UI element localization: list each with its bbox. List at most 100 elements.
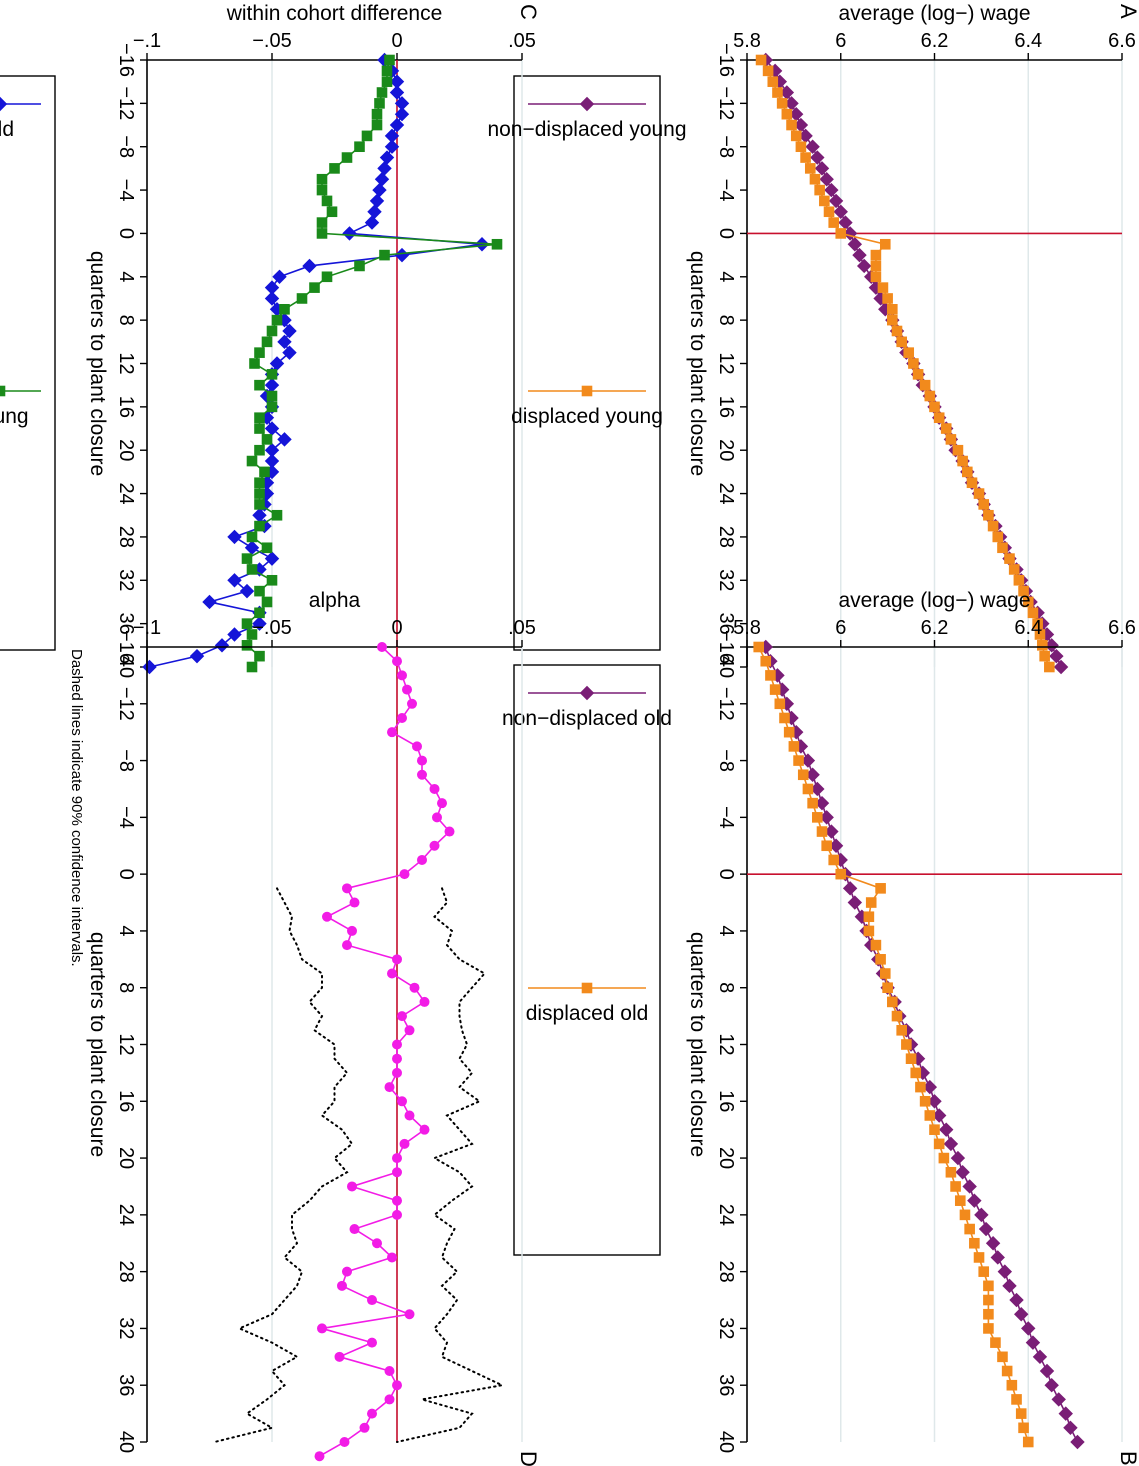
panel-b-series-2-point xyxy=(875,883,886,894)
panel-a-series-2-point xyxy=(887,304,898,315)
panel-c-series-2-point xyxy=(321,195,333,207)
panel-b-series-2-point xyxy=(933,1138,945,1150)
panel-c-series-1-point xyxy=(282,323,297,339)
panel-c-series-2-point xyxy=(246,661,258,673)
panel-b-series-1-point xyxy=(842,881,858,896)
panel-a-series-2-point xyxy=(929,401,940,413)
panel-d-y-tick-label: −.1 xyxy=(133,617,161,639)
panel-b-series-2-point xyxy=(774,698,786,710)
panel-d-series-1-point xyxy=(392,656,402,667)
panel-c-y-tick-label: −.05 xyxy=(252,30,291,52)
panel-b-series-2-point xyxy=(882,982,893,994)
panel-d-series-1-point xyxy=(392,1053,402,1064)
panel-c-series-2-point xyxy=(271,509,283,521)
panel-a-x-tick-label: 16 xyxy=(715,396,737,418)
panel-d-series-1-point xyxy=(444,826,455,837)
panel-c-x-tick-label: 24 xyxy=(115,482,137,504)
panel-b-x-tick-label: 40 xyxy=(715,1431,737,1453)
panel-c-series-2-point xyxy=(316,228,328,239)
panel-a-x-tick-label: 4 xyxy=(715,271,737,282)
panel-c-series-1-point xyxy=(264,551,280,566)
panel-d-y-tick-label: .05 xyxy=(508,617,536,639)
panel-a-series-2-point xyxy=(1034,629,1046,640)
panel-b: −16 −12 −8 −4 0 4 8 12 16 20 24 28 32 36 40 5.8 6 6.2 6.4 6… xyxy=(502,589,1139,1466)
panel-d-series-1-point xyxy=(317,1323,327,1334)
panel-a-series-2-point xyxy=(809,173,821,185)
panel-b-x-tick-label: 24 xyxy=(715,1204,737,1226)
panel-c-series-1-point xyxy=(227,627,242,642)
panel-b-x-tick-label: −12 xyxy=(715,687,737,721)
panel-c-y-tick-label: .05 xyxy=(508,30,536,52)
panel-a-series-2-point xyxy=(870,260,882,272)
panel-d-y-axis-title: alpha xyxy=(309,589,361,612)
panel-d-series-1-point xyxy=(412,741,422,752)
panel-c-series-1-point xyxy=(272,269,287,284)
panel-c-x-tick-label: 36 xyxy=(115,613,137,635)
panel-a-series-2-point xyxy=(1022,596,1034,608)
panel-c-x-tick-label: −8 xyxy=(115,135,137,158)
panel-a-legend-marker xyxy=(579,96,595,112)
panel-b-x-tick-label: 16 xyxy=(715,1090,737,1112)
panel-d-series-1-point xyxy=(392,1167,402,1178)
panel-b-x-tick-label: 0 xyxy=(715,869,737,880)
panel-c-series-2-point xyxy=(354,141,365,153)
panel-d-series-1-point xyxy=(429,840,440,851)
panel-d-series-1-point xyxy=(384,1366,395,1377)
panel-b-legend-box xyxy=(513,664,661,1256)
panel-d-x-tick-label: 0 xyxy=(115,869,137,880)
panel-d-series-1-point xyxy=(392,1195,402,1206)
panel-a-x-tick-label: 12 xyxy=(715,352,737,374)
panel-c-series-1-point xyxy=(269,356,285,371)
panel-d-series-1-point xyxy=(349,897,360,908)
panel-b-series-1-point xyxy=(1070,1434,1085,1450)
panel-a-x-tick-label: 36 xyxy=(715,613,737,635)
panel-c-series-2-point xyxy=(266,401,278,413)
panel-a-x-tick-label: 24 xyxy=(715,482,737,504)
panel-a-series-2-point xyxy=(891,325,903,337)
panel-b-series-1-point xyxy=(847,895,863,910)
panel-b-series-2-point xyxy=(753,641,765,653)
panel-c-series-1-point xyxy=(264,280,280,295)
panel-b-x-tick-label: 36 xyxy=(715,1374,737,1396)
panel-a-series-1-point xyxy=(847,237,863,252)
panel-c-series-1-point xyxy=(277,432,292,447)
panel-a-series-1-point xyxy=(856,258,872,274)
panel-c-series-2-point xyxy=(246,455,258,467)
panel-c-series-1-point xyxy=(252,616,267,631)
panel-a-series-2-point xyxy=(992,531,1004,543)
panel-c-series-1-point xyxy=(372,182,387,198)
panel-c-series-2-point xyxy=(491,238,503,250)
panel-a-series-2-point xyxy=(952,444,964,456)
panel-a-series-2-point xyxy=(962,466,973,478)
panel-b-series-2-point xyxy=(835,868,847,880)
panel-d-series-1-point xyxy=(342,940,352,951)
panel-b-series-2-point xyxy=(760,655,772,667)
panel-d-series-1-point xyxy=(417,854,427,865)
panel-a-series-2-point xyxy=(772,87,783,98)
panel-a-series-2-point xyxy=(879,238,891,250)
panel-b-series-2-point xyxy=(802,783,814,795)
panel-c-series-2-point xyxy=(371,119,383,131)
panel-d-x-tick-label: 36 xyxy=(115,1374,137,1396)
panel-c-series-2-point xyxy=(254,379,265,391)
panel-c-series-2-point xyxy=(254,347,265,358)
panel-a-series-2-point xyxy=(978,499,990,510)
panel-c-series-2-point xyxy=(266,369,278,380)
panel-c-series-2-point xyxy=(376,87,388,98)
panel-d-series-1-point xyxy=(367,1295,377,1306)
panel-c-series-1-point xyxy=(239,583,255,599)
panel-c-x-tick-label: 28 xyxy=(115,526,137,548)
panel-a-label: A xyxy=(1116,4,1139,19)
panel-a-series-2-point xyxy=(973,488,985,499)
panel-b-y-tick-label: 6.4 xyxy=(1014,617,1042,639)
panel-c-series-2-point xyxy=(384,54,395,66)
panel-d-series-3-line xyxy=(213,887,354,1443)
panel-b-series-1-point xyxy=(1014,1307,1029,1322)
panel-b-series-2-point xyxy=(983,1280,994,1292)
panel-d-x-tick-label: 40 xyxy=(115,1431,137,1453)
panel-a-series-2-point xyxy=(1037,640,1048,651)
panel-d-series-1-point xyxy=(367,1408,377,1419)
panel-b-series-2-point xyxy=(793,755,804,766)
panel-b-series-1-point xyxy=(962,1179,977,1194)
panel-a-x-tick-label: 32 xyxy=(715,569,737,591)
